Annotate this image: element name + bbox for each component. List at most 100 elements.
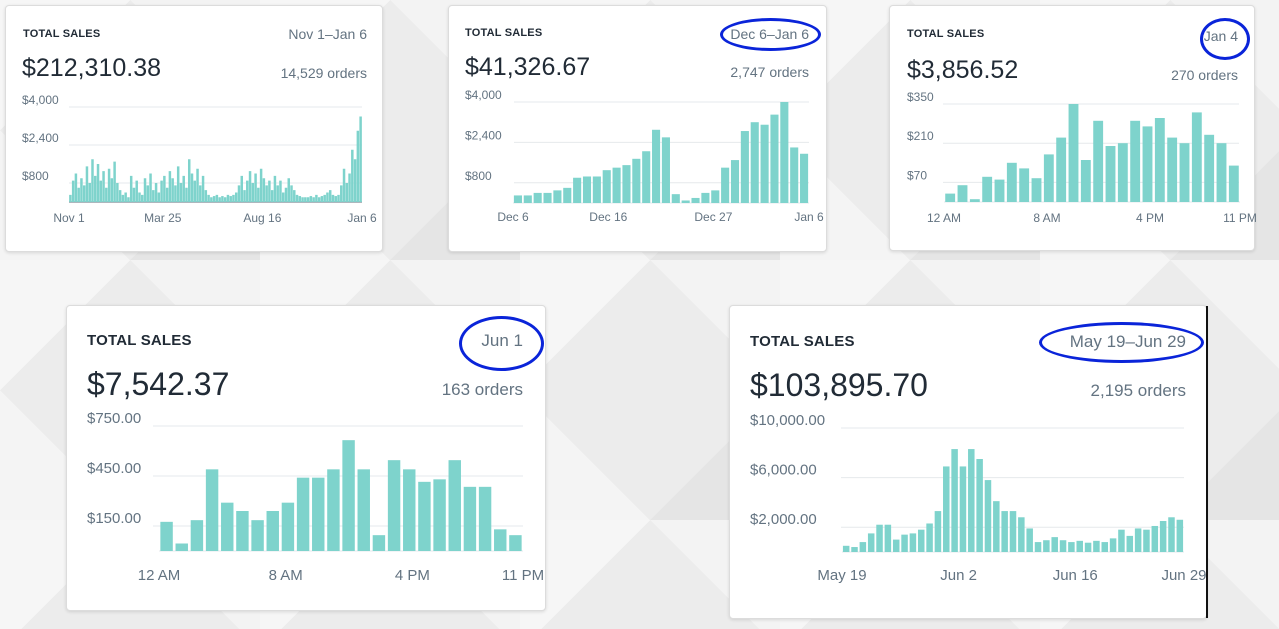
total-sales-card-2[interactable]: TOTAL SALES Dec 6–Jan 6 $41,326.67 2,747…	[448, 5, 827, 252]
bar	[190, 173, 194, 202]
bar	[403, 469, 416, 551]
x-tick-label: 11 PM	[502, 567, 544, 584]
bar	[312, 477, 325, 551]
bar	[215, 194, 219, 202]
bar	[1143, 529, 1150, 552]
x-tick-label: 4 PM	[1136, 211, 1164, 225]
bar	[135, 180, 138, 202]
total-sales-value: $103,895.70	[750, 367, 928, 403]
x-tick-label: Jan 6	[347, 211, 377, 225]
bar	[246, 180, 249, 202]
bar	[163, 175, 166, 202]
bar	[102, 171, 105, 202]
bar	[661, 137, 670, 203]
total-sales-value: $7,542.37	[87, 366, 230, 402]
bar	[176, 166, 180, 202]
bar	[251, 520, 264, 551]
bar	[154, 183, 158, 202]
bar	[1001, 511, 1008, 552]
bar	[359, 116, 362, 202]
bar	[1105, 146, 1116, 202]
window-edge	[1206, 306, 1208, 618]
bar	[494, 529, 507, 551]
bar	[323, 194, 326, 202]
orders-count: 270 orders	[1171, 67, 1238, 83]
total-sales-card-3[interactable]: TOTAL SALES Jan 4 $3,856.52 270 orders $…	[889, 5, 1257, 251]
bar	[193, 180, 197, 202]
bar	[1109, 538, 1117, 552]
bar	[433, 479, 446, 551]
bar	[780, 102, 789, 203]
x-tick-label: Jun 29	[1161, 567, 1206, 584]
bar	[204, 190, 208, 202]
total-sales-card-1[interactable]: TOTAL SALES Nov 1–Jan 6 $212,310.38 14,5…	[5, 5, 383, 252]
bar	[1179, 143, 1190, 202]
bar	[243, 190, 246, 202]
bar	[602, 170, 611, 203]
bar	[711, 190, 720, 203]
bar	[1118, 529, 1125, 552]
bar	[851, 547, 858, 552]
bar	[262, 178, 266, 202]
bar	[681, 200, 690, 203]
bar	[671, 194, 680, 203]
bar	[116, 183, 119, 202]
bar	[1168, 517, 1175, 552]
highlight-circle	[1200, 18, 1250, 60]
bar	[563, 187, 572, 203]
bar	[790, 147, 799, 203]
bar	[342, 168, 346, 202]
bar	[867, 533, 875, 552]
x-tick-label: Dec 6	[497, 210, 529, 224]
date-range-label[interactable]: Nov 1–Jan 6	[288, 26, 367, 42]
bar	[113, 161, 116, 202]
bar	[175, 543, 188, 551]
bar	[969, 199, 980, 202]
x-tick-label: 4 PM	[395, 567, 430, 584]
bar	[1191, 112, 1202, 202]
total-sales-card-5[interactable]: TOTAL SALES May 19–Jun 29 $103,895.70 2,…	[729, 305, 1208, 619]
y-tick-label: $4,000	[465, 88, 502, 102]
card-title: TOTAL SALES	[23, 28, 101, 40]
y-tick-label: $6,000.00	[750, 462, 817, 479]
x-tick-label: Jan 6	[794, 210, 824, 224]
bar	[553, 190, 562, 203]
bar	[721, 167, 730, 203]
bar	[268, 180, 271, 202]
bar	[760, 124, 769, 203]
bar	[691, 197, 700, 203]
bar	[884, 524, 892, 552]
bar	[387, 460, 401, 551]
sales-bar-chart: $4,000 $2,400 $800 Dec 6 Dec 16 Dec 27 Jan 6	[465, 88, 824, 224]
bar	[306, 197, 310, 202]
bar	[959, 466, 967, 552]
total-sales-card-4[interactable]: TOTAL SALES Jun 1 $7,542.37 163 orders $…	[66, 305, 546, 611]
bar	[281, 192, 285, 202]
y-tick-label: $450.00	[87, 460, 141, 477]
x-tick-label: Aug 16	[243, 211, 281, 225]
bar	[1006, 162, 1017, 202]
bar	[74, 173, 78, 202]
bar	[132, 187, 136, 202]
bar	[1031, 178, 1042, 202]
bar	[236, 511, 249, 551]
bar	[279, 180, 282, 202]
bar	[317, 197, 321, 202]
sales-bar-chart: $350 $210 $70 12 AM 8 AM 4 PM 11 PM	[907, 90, 1257, 225]
bar	[326, 192, 329, 202]
bar	[207, 194, 210, 202]
bar	[257, 187, 260, 202]
bar	[157, 192, 161, 202]
bar	[296, 477, 310, 551]
bar	[99, 180, 103, 202]
bar	[612, 167, 621, 203]
bar	[187, 159, 191, 202]
bar	[892, 539, 900, 552]
bar	[1167, 137, 1178, 202]
bar	[901, 534, 908, 552]
bar	[994, 179, 1005, 202]
bar	[750, 122, 759, 203]
bar	[221, 502, 234, 551]
sales-bar-chart: $10,000.00 $6,000.00 $2,000.00 May 19 Jun 2 J…	[750, 412, 1207, 584]
bar	[1204, 134, 1215, 202]
